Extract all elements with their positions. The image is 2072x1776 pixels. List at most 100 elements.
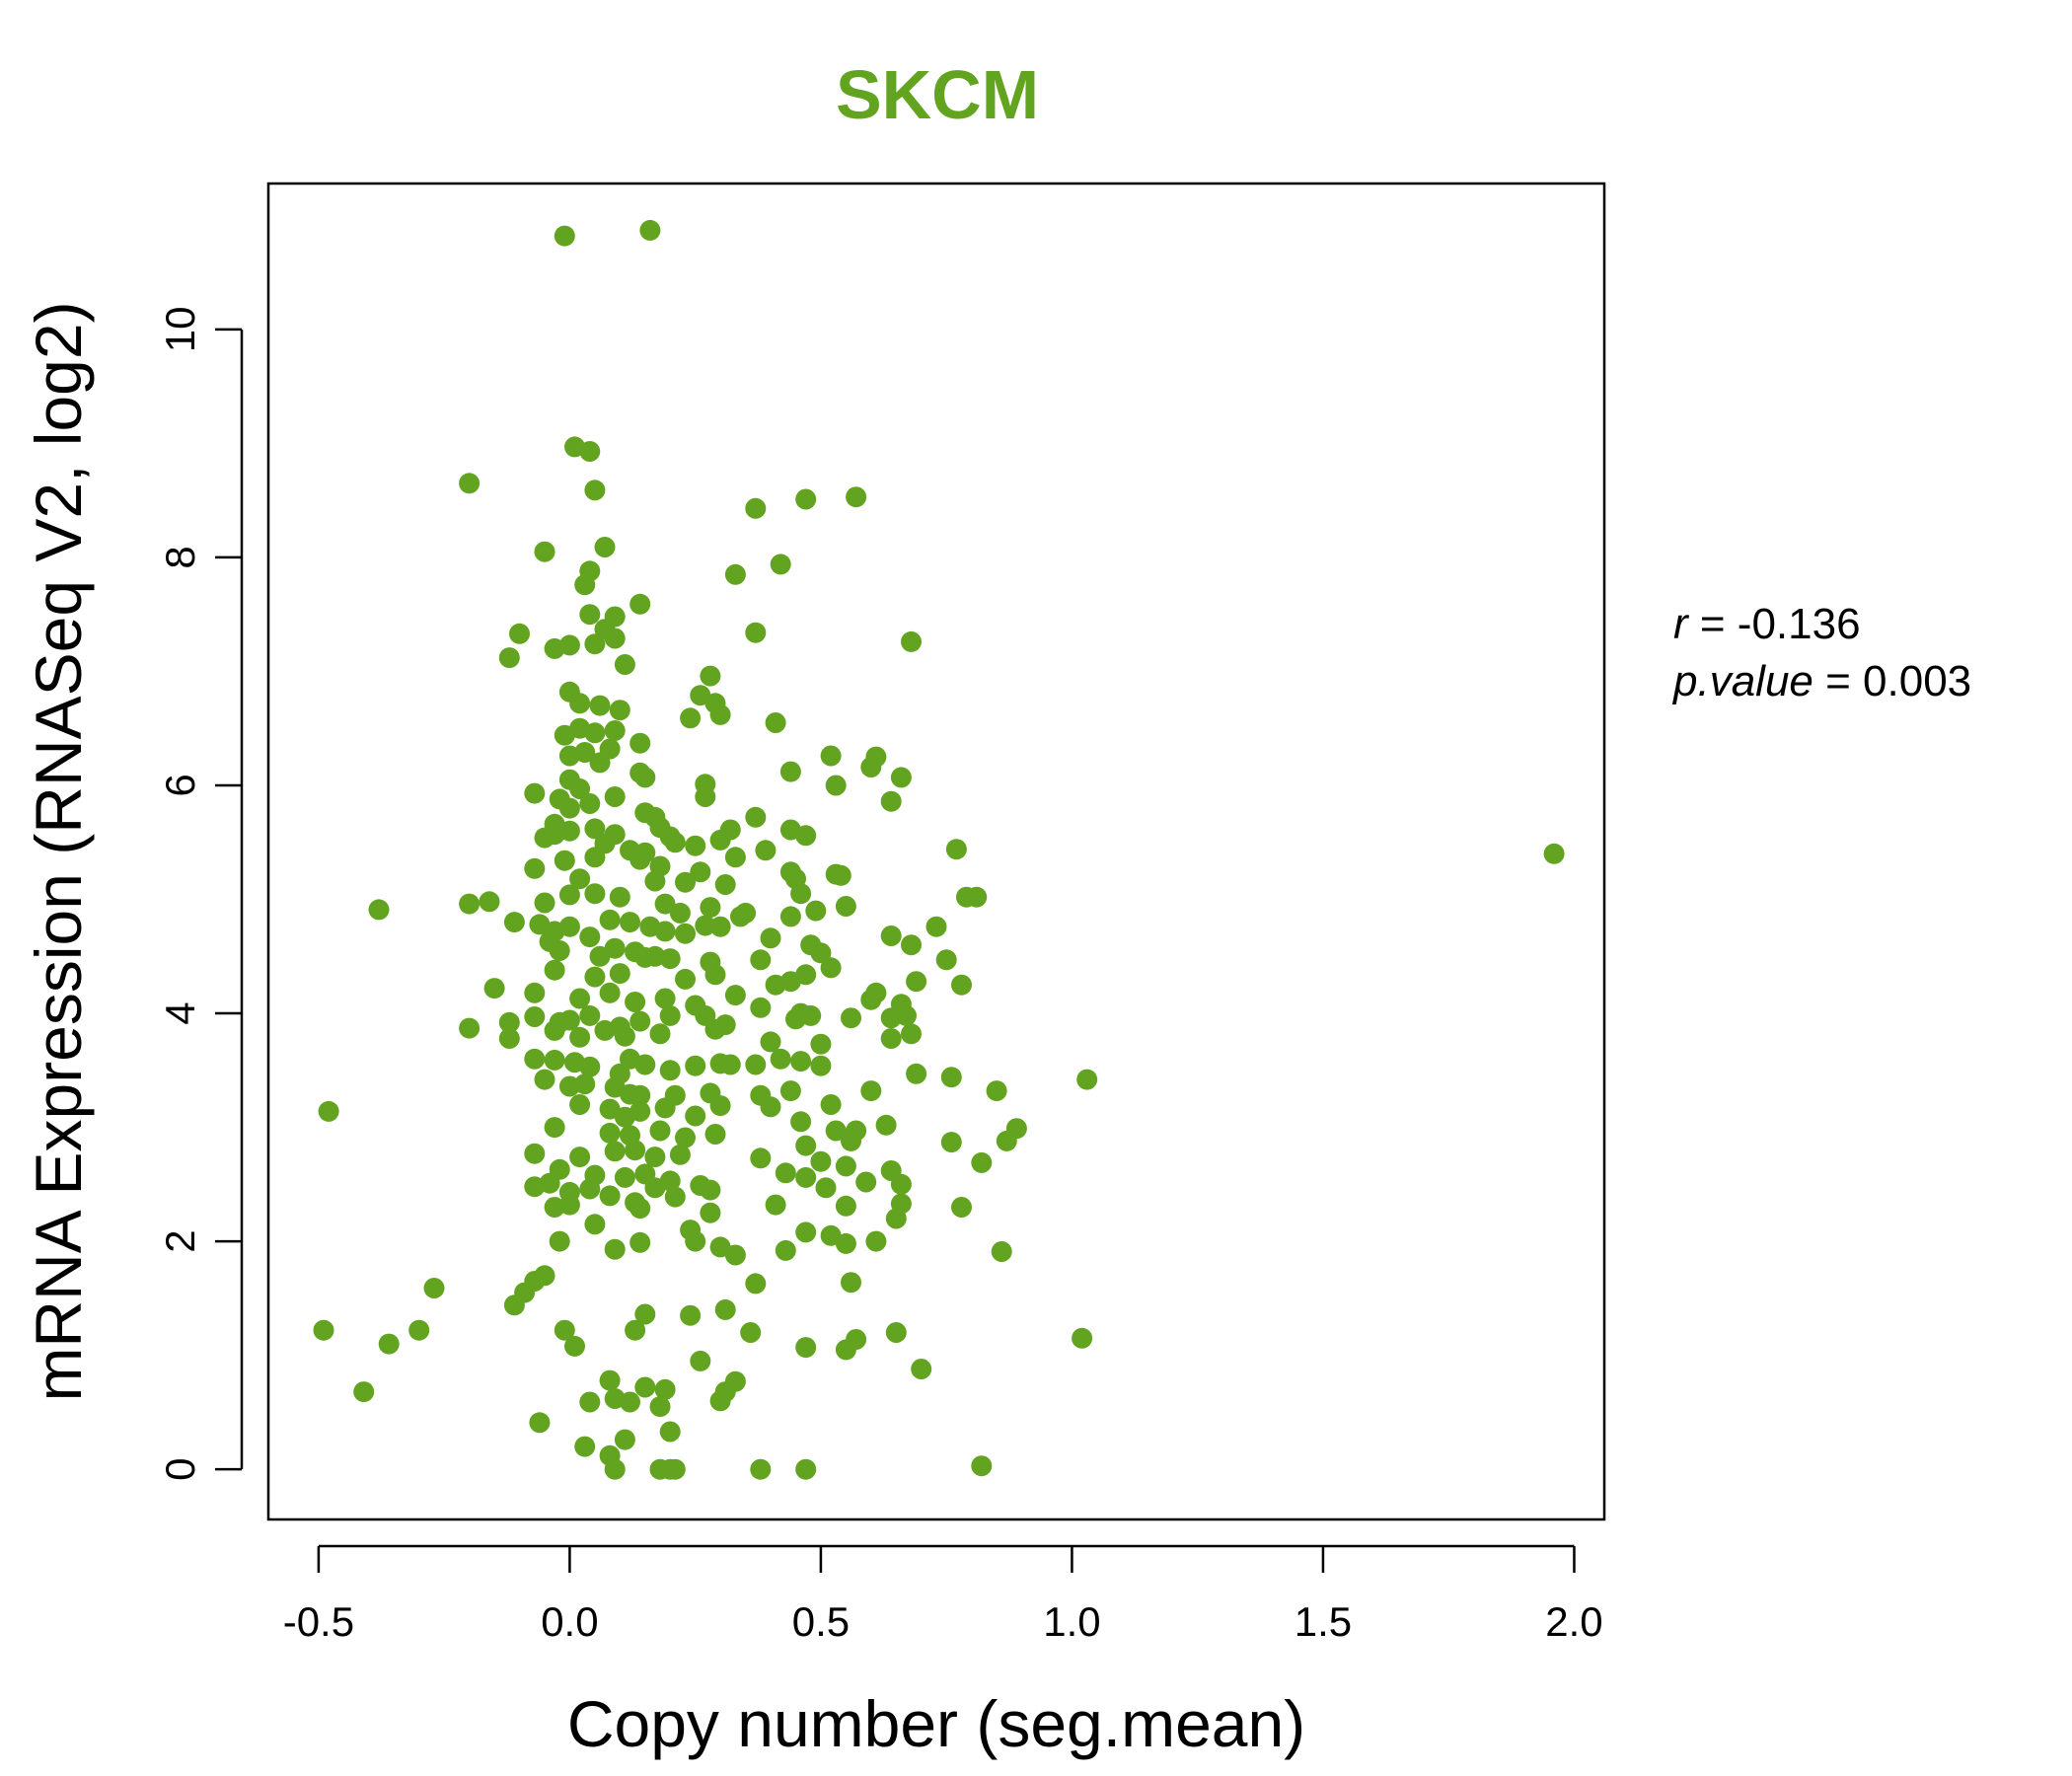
data-point <box>584 722 606 744</box>
data-point <box>860 1080 882 1102</box>
data-point <box>724 563 746 585</box>
data-point <box>554 850 575 871</box>
data-point <box>569 988 591 1009</box>
data-point <box>951 974 972 996</box>
data-point <box>614 654 635 675</box>
data-point <box>579 441 601 462</box>
data-point <box>880 790 902 812</box>
data-point <box>579 604 601 626</box>
data-point <box>1072 1327 1093 1349</box>
data-point <box>594 1019 616 1041</box>
x-axis-label: Copy number (seg.mean) <box>567 1687 1305 1760</box>
data-point <box>574 1436 596 1457</box>
data-point <box>569 693 591 714</box>
data-point <box>719 1054 741 1075</box>
data-point <box>659 1421 681 1443</box>
data-point <box>503 1295 525 1316</box>
data-point <box>659 1004 681 1026</box>
data-point <box>709 916 731 937</box>
data-point <box>579 1391 601 1413</box>
data-point <box>835 1155 856 1177</box>
data-point <box>604 786 626 807</box>
data-point <box>609 700 630 721</box>
data-point <box>709 703 731 725</box>
data-point <box>564 1335 585 1357</box>
data-point <box>810 1055 832 1076</box>
data-point <box>704 964 726 986</box>
data-point <box>629 1084 651 1106</box>
data-point <box>579 793 601 814</box>
data-point <box>584 883 606 905</box>
data-point <box>750 997 772 1018</box>
y-tick-label: 4 <box>157 1001 203 1024</box>
y-tick-label: 10 <box>157 307 203 353</box>
data-point <box>745 497 767 519</box>
data-point <box>770 554 791 575</box>
data-point <box>945 839 967 860</box>
p-value: = 0.003 <box>1813 657 1971 705</box>
data-point <box>569 778 591 799</box>
data-point <box>620 1391 640 1413</box>
data-point <box>599 909 621 930</box>
data-point <box>996 1130 1017 1151</box>
data-point <box>760 1031 781 1053</box>
data-point <box>795 488 817 510</box>
data-point <box>620 912 640 933</box>
data-point <box>680 1304 702 1326</box>
data-point <box>724 847 746 868</box>
data-point <box>558 884 580 906</box>
data-point <box>745 806 767 828</box>
data-point <box>408 1319 430 1341</box>
data-point <box>880 925 902 946</box>
data-point <box>498 1011 520 1033</box>
data-point <box>885 1322 907 1343</box>
data-point <box>544 1019 565 1041</box>
data-point <box>890 1173 912 1195</box>
data-point <box>569 1094 591 1115</box>
p-value-label: p.value <box>1671 657 1813 705</box>
data-point <box>750 1147 772 1169</box>
data-point <box>644 1177 666 1199</box>
data-point <box>685 1105 706 1127</box>
data-point <box>820 957 842 979</box>
data-point <box>558 1194 580 1216</box>
data-point <box>654 1378 676 1400</box>
data-point <box>459 1017 481 1039</box>
data-point <box>755 840 777 861</box>
data-point <box>524 1048 546 1070</box>
data-point <box>534 1265 555 1287</box>
data-point <box>649 1120 671 1142</box>
data-point <box>790 1051 812 1073</box>
y-axis-label: mRNA Expression (RNASeq V2, log2) <box>22 301 95 1401</box>
data-point <box>901 934 922 956</box>
data-point <box>911 1359 932 1379</box>
data-point <box>675 1127 696 1148</box>
data-point <box>625 1319 646 1341</box>
data-point <box>1543 843 1565 864</box>
x-tick-label: 0.0 <box>541 1598 598 1645</box>
data-point <box>690 861 711 883</box>
r-label: r <box>1673 600 1690 648</box>
data-point <box>584 818 606 840</box>
plot-frame <box>266 182 1606 1521</box>
data-point <box>625 1140 646 1161</box>
chart-title: SKCM <box>836 56 1039 133</box>
data-point <box>779 1080 801 1102</box>
data-point <box>880 1028 902 1049</box>
data-point <box>614 1429 635 1450</box>
data-point <box>539 1172 560 1194</box>
data-point <box>714 874 736 895</box>
data-point <box>795 1458 817 1480</box>
data-point <box>790 1111 812 1133</box>
data-point <box>574 574 596 596</box>
data-point <box>634 767 656 788</box>
data-point <box>604 628 626 649</box>
data-point <box>906 1063 927 1084</box>
data-point <box>649 1396 671 1418</box>
data-point <box>599 1185 621 1207</box>
data-point <box>669 902 691 924</box>
data-point <box>860 989 882 1010</box>
data-point <box>685 835 706 856</box>
data-point <box>835 1195 856 1217</box>
data-point <box>700 1202 721 1223</box>
